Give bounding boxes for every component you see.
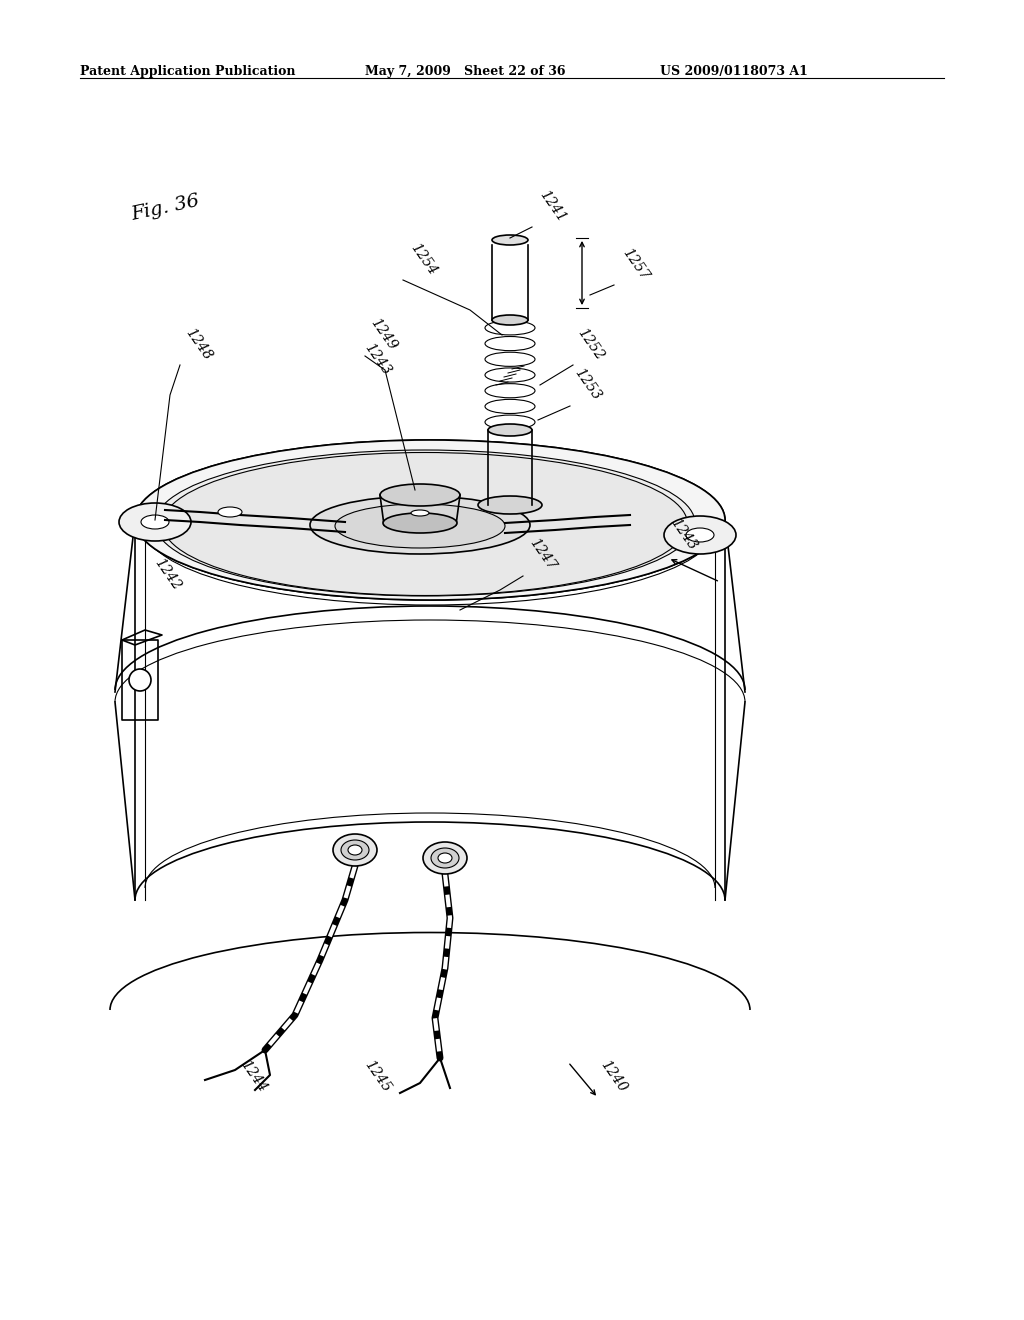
Ellipse shape (664, 516, 736, 554)
Ellipse shape (129, 669, 151, 690)
Ellipse shape (438, 853, 452, 863)
Ellipse shape (488, 424, 532, 436)
Ellipse shape (310, 496, 530, 554)
Ellipse shape (218, 507, 242, 517)
Ellipse shape (686, 528, 714, 543)
Text: 1254: 1254 (408, 240, 440, 279)
Ellipse shape (333, 834, 377, 866)
Ellipse shape (341, 840, 369, 861)
Ellipse shape (492, 235, 528, 246)
Ellipse shape (335, 504, 505, 548)
Ellipse shape (492, 315, 528, 325)
Text: 1253: 1253 (572, 366, 604, 403)
Text: Fig. 36: Fig. 36 (130, 191, 202, 224)
Text: 1241: 1241 (537, 187, 568, 224)
Ellipse shape (411, 510, 429, 516)
Ellipse shape (141, 515, 169, 529)
Text: 1244: 1244 (238, 1057, 270, 1096)
Ellipse shape (348, 845, 362, 855)
Text: 1247: 1247 (527, 536, 559, 573)
Text: 1252: 1252 (575, 326, 607, 363)
Text: 1240: 1240 (598, 1057, 630, 1096)
Ellipse shape (431, 847, 459, 869)
Ellipse shape (478, 496, 542, 513)
Text: US 2009/0118073 A1: US 2009/0118073 A1 (660, 65, 808, 78)
Ellipse shape (119, 503, 191, 541)
Text: May 7, 2009   Sheet 22 of 36: May 7, 2009 Sheet 22 of 36 (365, 65, 565, 78)
Ellipse shape (155, 450, 695, 597)
Ellipse shape (383, 513, 457, 533)
Text: 1243: 1243 (362, 341, 394, 378)
Text: 1243: 1243 (668, 516, 699, 553)
Ellipse shape (163, 453, 687, 595)
Text: 1248: 1248 (183, 326, 215, 363)
Ellipse shape (380, 484, 460, 506)
Text: 1245: 1245 (362, 1057, 394, 1096)
Text: 1249: 1249 (368, 315, 399, 352)
Text: 1257: 1257 (620, 246, 652, 282)
Text: 1242: 1242 (152, 556, 184, 593)
Ellipse shape (423, 842, 467, 874)
Ellipse shape (135, 440, 725, 601)
Text: Patent Application Publication: Patent Application Publication (80, 65, 296, 78)
